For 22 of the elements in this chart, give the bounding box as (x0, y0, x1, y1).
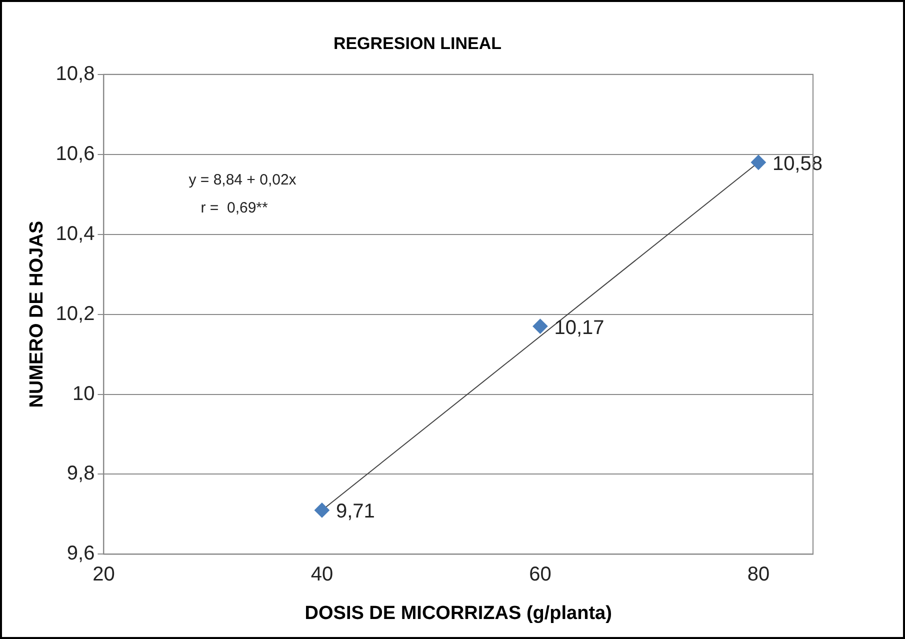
y-tick-label: 10,2 (56, 302, 95, 325)
point (314, 502, 330, 518)
annotation: y = 8,84 + 0,02x (188, 171, 297, 188)
y-tick-label: 9,8 (66, 462, 95, 485)
annotation: r = 0,69** (200, 199, 268, 216)
y-tick-label: 10,8 (56, 62, 95, 85)
data-label: 10,17 (554, 316, 604, 339)
x-tick-label: 20 (92, 564, 115, 586)
y-tick-label: 10,4 (56, 222, 95, 245)
x-tick-label: 40 (310, 564, 334, 586)
x-axis-title: DOSIS DE MICORRIZAS (g/planta) (304, 602, 612, 624)
point (750, 154, 766, 170)
point (532, 318, 548, 334)
y-tick-label: 10 (72, 382, 95, 405)
y-tick-label: 9,6 (66, 542, 95, 565)
y-axis-title: NUMERO DE HOJAS (26, 220, 48, 408)
x-tick-label: 80 (747, 564, 770, 586)
y-tick-label: 10,6 (56, 142, 95, 165)
x-tick-label: 60 (529, 564, 552, 586)
data-label: 10,58 (772, 152, 823, 175)
data-label: 9,71 (336, 500, 375, 523)
chart-title: REGRESION LINEAL (333, 34, 502, 53)
